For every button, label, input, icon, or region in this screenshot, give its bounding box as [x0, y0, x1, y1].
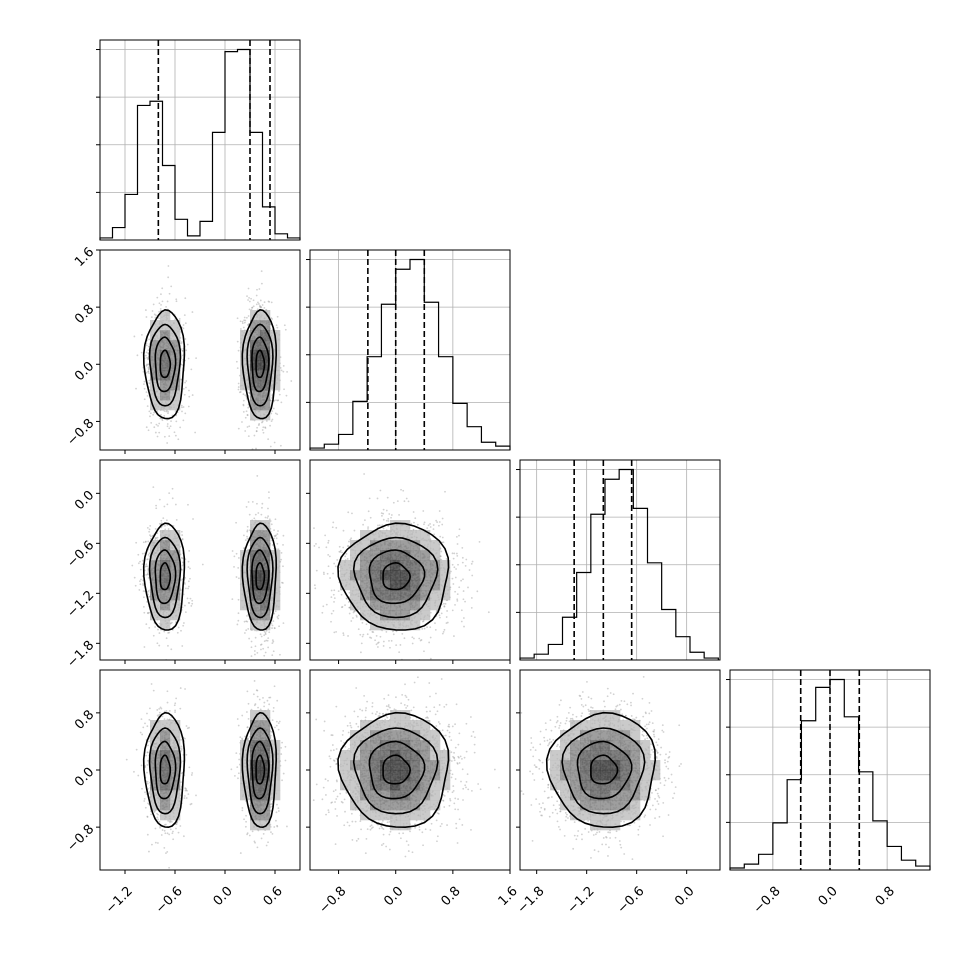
contour-line [255, 349, 266, 379]
contour-line [352, 536, 439, 619]
contour-line [352, 727, 439, 815]
y-tick-label-p3: −1.8 [64, 638, 97, 671]
panel-content [313, 473, 490, 660]
contours [142, 522, 278, 631]
x-tick-label-p1: 0.6 [261, 884, 286, 909]
y-tick-label-p4: 0.8 [72, 708, 97, 733]
contours [337, 711, 450, 829]
panel-content [125, 680, 288, 869]
contour-line [148, 536, 182, 619]
y-tick-label-p3: 0.0 [72, 488, 97, 513]
panel-frame [519, 459, 721, 661]
contour-line [337, 711, 450, 829]
x-tick-label-p3: −1.2 [565, 884, 598, 917]
panel-frame [309, 249, 511, 451]
contour-line [255, 561, 266, 591]
contour-line [590, 754, 619, 785]
contour-line [159, 349, 172, 379]
contours [142, 711, 278, 829]
panel-frame [99, 39, 301, 241]
histogram-step [519, 468, 719, 660]
histogram-panel-2 [306, 249, 511, 451]
x-tick-label-p4: −0.8 [751, 884, 784, 917]
x-tick-label-p1: 0.0 [211, 884, 236, 909]
contour-line [255, 754, 266, 785]
contour-line [241, 711, 278, 829]
y-tick-label-p4: −0.8 [64, 822, 97, 855]
histogram-panel-3 [516, 459, 721, 661]
contour-line [241, 522, 278, 631]
histogram-step [99, 48, 301, 240]
contour-line [368, 740, 426, 800]
contours [545, 711, 657, 829]
x-tick-label-p2: −0.8 [316, 884, 349, 917]
contour-line [142, 711, 186, 829]
contour-line [154, 336, 177, 393]
contour-line [159, 754, 172, 785]
contour-line [382, 561, 412, 591]
contour-line [154, 740, 177, 800]
contour-line [368, 549, 426, 605]
density-cells [340, 710, 451, 831]
contour-line [154, 549, 177, 605]
x-tick-label-p3: −1.8 [515, 884, 548, 917]
contour-line [159, 561, 172, 591]
scatter-panel-3-1 [96, 459, 301, 664]
x-tick-label-p4: 0.8 [873, 884, 898, 909]
contour-line [241, 308, 278, 420]
contours [337, 522, 450, 631]
panel-background [310, 250, 510, 450]
histogram-step [309, 258, 511, 450]
contour-line [545, 711, 657, 829]
y-tick-label-p3: −0.6 [64, 538, 97, 571]
scatter-panel-3-2 [306, 459, 511, 664]
scatter-panel-4-3 [516, 669, 721, 874]
contour-line [251, 740, 270, 800]
contour-line [251, 549, 270, 605]
y-tick-label-p2: −0.8 [64, 416, 97, 449]
contour-line [561, 727, 646, 815]
scatter-panel-2-1 [96, 249, 301, 454]
panel-content [131, 475, 285, 660]
panel-background [520, 460, 720, 660]
y-tick-label-p2: 0.8 [72, 302, 97, 327]
contour-line [148, 323, 182, 407]
contour-line [246, 323, 274, 407]
contour-line [142, 522, 186, 631]
x-tick-label-p1: −1.2 [103, 884, 136, 917]
contour-line [576, 740, 633, 800]
x-tick-label-p1: −0.6 [153, 884, 186, 917]
x-tick-label-p2: 0.0 [381, 884, 406, 909]
contour-line [251, 336, 270, 393]
panel-content [312, 676, 500, 858]
scatter-panel-4-1 [96, 669, 301, 874]
panel-frame [99, 249, 301, 451]
contour-line [337, 522, 450, 631]
y-tick-label-p2: 0.0 [72, 359, 97, 384]
panel-frame [309, 459, 511, 661]
y-tick-label-p3: −1.2 [64, 588, 97, 621]
panel-frame [729, 669, 931, 871]
panel-frame [99, 459, 301, 661]
x-tick-label-p4: 0.0 [816, 884, 841, 909]
x-tick-label-p3: 0.0 [672, 884, 697, 909]
scatter-panel-4-2 [306, 669, 511, 874]
y-tick-label-p4: 0.0 [72, 765, 97, 790]
contour-line [382, 754, 412, 785]
contour-line [246, 536, 274, 619]
contour-line [246, 727, 274, 815]
x-tick-label-p2: 0.8 [438, 884, 463, 909]
x-tick-label-p3: −0.6 [615, 884, 648, 917]
panel-content [520, 675, 682, 861]
contour-line [142, 308, 186, 420]
y-tick-label-p2: 1.6 [72, 245, 97, 270]
contour-line [148, 727, 182, 815]
contours [142, 308, 278, 420]
histogram-panel-1 [96, 39, 301, 241]
histogram-panel-4 [726, 669, 931, 871]
panel-content [133, 265, 293, 450]
